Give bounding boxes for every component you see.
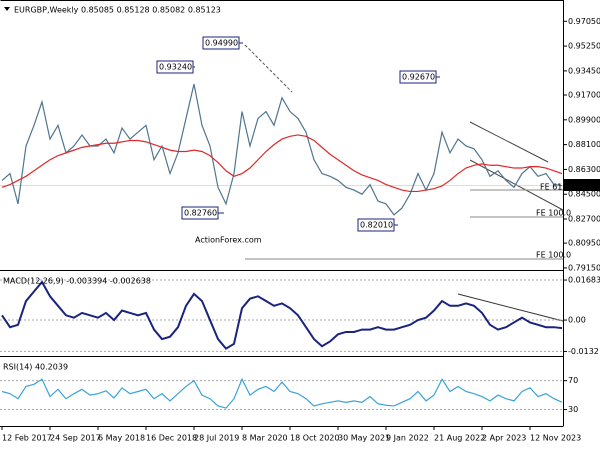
series-line — [1, 377, 563, 409]
x-tick-label: 12 Feb 2017 — [2, 434, 52, 443]
x-tick-label: 30 May 2021 — [338, 434, 390, 443]
x-tick-label: 12 Nov 2023 — [530, 434, 581, 443]
x-tick-label: 16 Dec 2018 — [146, 434, 197, 443]
series-line — [1, 134, 563, 193]
y-tick-label: -0.0132 — [568, 347, 599, 356]
y-tick-label: 0.79150 — [568, 263, 600, 272]
x-tick-label: 24 Sep 2017 — [50, 434, 101, 443]
y-tick-label: 0.91700 — [568, 91, 600, 100]
y-tick-label: 0.80950 — [568, 239, 600, 248]
x-tick-label: 9 Jan 2022 — [386, 434, 429, 443]
price-annotation: 0.82010 — [360, 221, 393, 230]
y-tick-label: 0.97050 — [568, 17, 600, 26]
fe-label: FE 61.8 — [540, 183, 570, 192]
y-tick-label: 0.00 — [568, 316, 586, 325]
y-tick-label: 0.86300 — [568, 165, 600, 174]
series-line — [1, 83, 563, 216]
y-tick-label: 70 — [568, 376, 578, 385]
price-annotation: 0.92670 — [402, 73, 435, 82]
y-tick-label: 0.84500 — [568, 190, 600, 199]
x-tick-label: 28 Jul 2019 — [194, 434, 239, 443]
y-tick-label: 0.95250 — [568, 42, 600, 51]
x-tick-label: 8 Mar 2020 — [242, 434, 288, 443]
y-tick-label: 0.89900 — [568, 115, 600, 124]
header-arrow — [4, 7, 10, 11]
x-tick-label: 18 Oct 2020 — [290, 434, 339, 443]
panel-title: RSI(14) 40.2039 — [3, 363, 68, 372]
current-price: 0.85123 — [566, 181, 599, 190]
x-tick-label: 6 May 2018 — [98, 434, 145, 443]
watermark: ActionForex.com — [195, 236, 262, 245]
price-annotation: 0.82760 — [184, 209, 217, 218]
current-price-box — [564, 179, 600, 191]
x-tick-label: 21 Aug 2022 — [434, 434, 485, 443]
y-tick-label: 30 — [568, 405, 578, 414]
y-tick-label: 0.016838 — [568, 276, 600, 285]
price-annotation: 0.93240 — [159, 63, 192, 72]
y-tick-label: 0.88100 — [568, 140, 600, 149]
panel-title: MACD(12,26,9) -0.003394 -0.002638 — [3, 277, 151, 286]
y-tick-label: 0.93450 — [568, 66, 600, 75]
x-tick-label: 2 Apr 2023 — [482, 434, 526, 443]
y-tick-label: 0.82700 — [568, 215, 600, 224]
panel-title: EURGBP,Weekly 0.85085 0.85128 0.85082 0.… — [14, 6, 221, 15]
price-annotation: 0.94990 — [205, 39, 238, 48]
fe-label: FE 100.0 — [536, 251, 571, 260]
fe-label: FE 100.0 — [536, 209, 571, 218]
series-line — [1, 280, 563, 350]
